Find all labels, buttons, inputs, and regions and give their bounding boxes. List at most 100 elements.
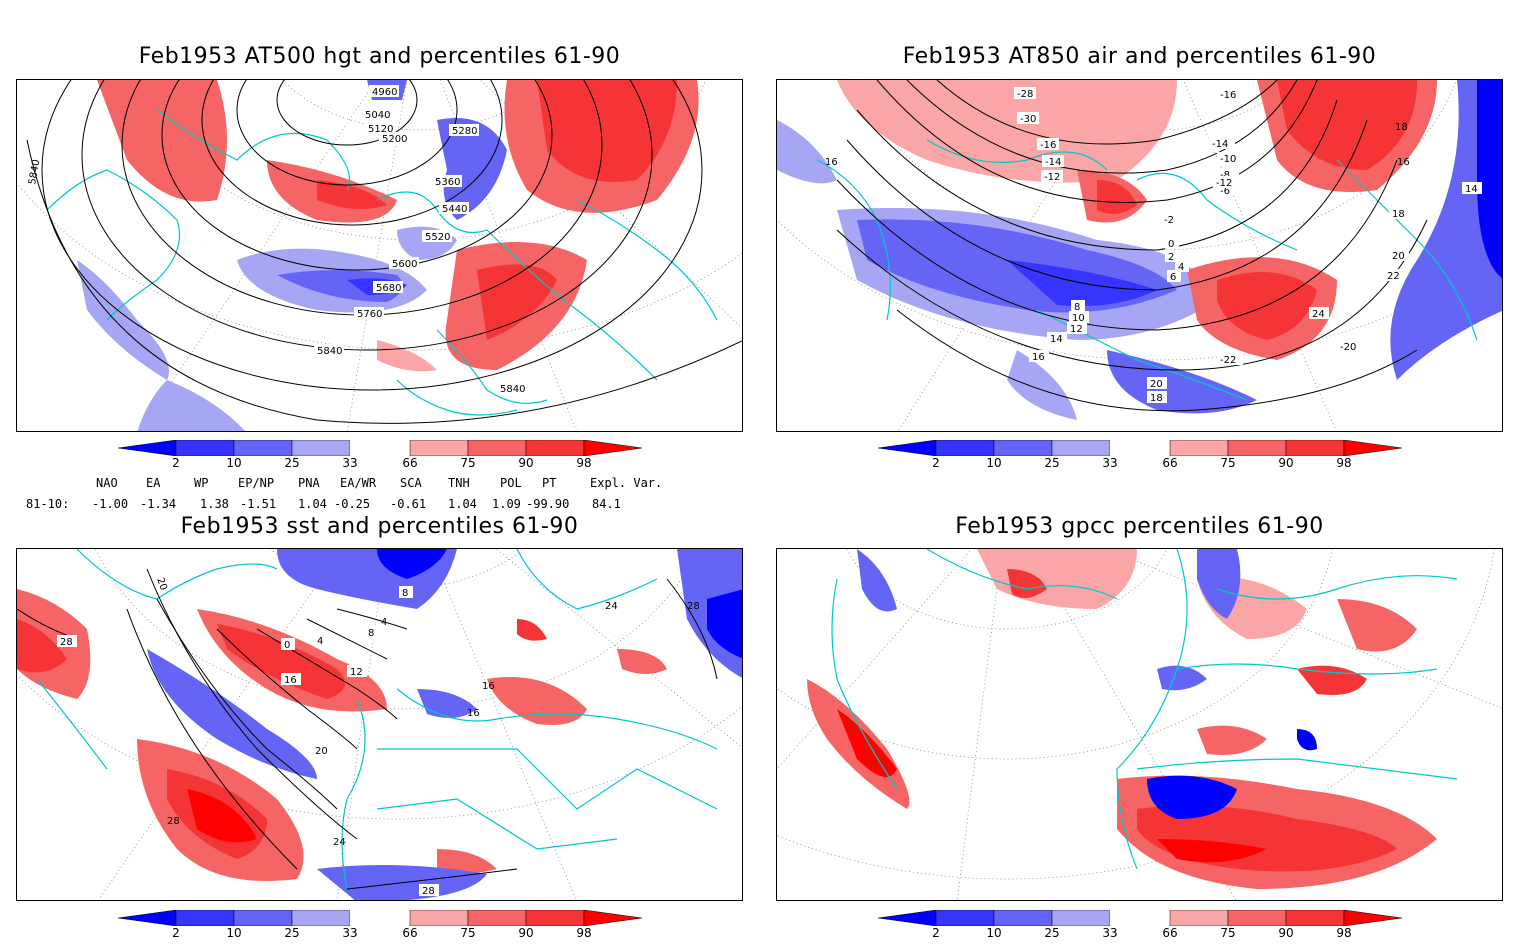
- map-hgt-svg: 4960 5040 5120 5200 5280 5360 5440 5520 …: [17, 80, 742, 431]
- air-label: -14: [1045, 157, 1061, 168]
- negative-anomaly-shading: [857, 549, 1317, 819]
- hgt-label: 5360: [435, 177, 460, 188]
- index-value: 1.04: [448, 497, 477, 511]
- colorbar-tick: 33: [342, 456, 358, 470]
- index-header: SCA: [400, 476, 422, 490]
- air-label: 18: [1392, 209, 1405, 220]
- air-label: 20: [1150, 379, 1163, 390]
- colorbar-top-right: 2 10 25 33 66 75 90 98: [878, 440, 1402, 480]
- air-label: 10: [1072, 313, 1085, 324]
- air-label: 22: [1387, 271, 1400, 282]
- sst-label: 16: [284, 675, 297, 686]
- index-header: POL: [500, 476, 522, 490]
- sst-label: 8: [368, 628, 374, 639]
- positive-anomaly-shading: [97, 80, 699, 372]
- sst-label: 28: [687, 601, 700, 612]
- colorbar-tick: 10: [986, 926, 1002, 940]
- map-air: -28 -30 -16 -14 -12 -10 -8 -6 -2 0 2 4 6…: [776, 79, 1503, 432]
- panel-title-hgt: Feb1953 AT500 hgt and percentiles 61-90: [138, 44, 621, 69]
- index-header: EP/NP: [238, 476, 275, 490]
- hgt-label: 5440: [442, 204, 467, 215]
- index-header: EA: [146, 476, 161, 490]
- coastlines: [831, 549, 1458, 870]
- colorbar-bottom-right: 2 10 25 33 66 75 90 98: [878, 910, 1402, 950]
- hgt-label: 5120: [368, 124, 393, 135]
- air-label: 14: [1465, 184, 1478, 195]
- coastlines: [46, 109, 718, 416]
- colorbar-tick: 75: [1220, 926, 1236, 940]
- hgt-label: 5600: [392, 259, 417, 270]
- colorbar-tick: 33: [1102, 926, 1118, 940]
- sst-label: 16: [482, 681, 495, 692]
- index-header: WP: [194, 476, 209, 490]
- colorbar-tick: 75: [460, 456, 476, 470]
- air-label: -10: [1220, 154, 1236, 165]
- air-label: 16: [1397, 157, 1410, 168]
- hgt-label: 5680: [376, 283, 401, 294]
- sst-label: 28: [60, 637, 73, 648]
- positive-anomaly-shading: [837, 80, 1437, 360]
- colorbar-tick: 66: [402, 926, 418, 940]
- sst-label: 24: [605, 601, 618, 612]
- hgt-label: 5200: [382, 134, 407, 145]
- air-label: -8: [1220, 170, 1230, 181]
- air-label: -12: [1216, 178, 1232, 189]
- colorbar-bottom-left: 2 10 25 33 66 75 90 98: [118, 910, 642, 950]
- index-header: Expl. Var.: [590, 476, 663, 490]
- colorbar-tick: 2: [932, 456, 940, 470]
- colorbar-tick: 25: [284, 926, 300, 940]
- air-label: -28: [1017, 89, 1033, 100]
- map-gpcc: [776, 548, 1503, 901]
- colorbar-tick: 90: [1278, 926, 1294, 940]
- sst-label: 28: [422, 886, 435, 897]
- index-value: -1.00: [92, 497, 129, 511]
- hgt-label: 5280: [452, 126, 477, 137]
- index-value: 1.09: [492, 497, 521, 511]
- index-value: 84.1: [592, 497, 621, 511]
- colorbar-tick: 66: [1162, 456, 1178, 470]
- air-label: -14: [1212, 139, 1228, 150]
- air-label: 12: [1070, 324, 1083, 335]
- index-value: -99.90: [526, 497, 570, 511]
- colorbar-tick: 98: [576, 456, 592, 470]
- air-label: 8: [1074, 302, 1080, 313]
- colorbar-tick: 2: [932, 926, 940, 940]
- index-value: 1.04: [298, 497, 327, 511]
- air-label: -16: [1040, 140, 1056, 151]
- air-contour-labels: -28 -30 -16 -14 -12 -10 -8 -6 -2 0 2 4 6…: [825, 87, 1482, 404]
- air-label: -2: [1164, 215, 1174, 226]
- index-value: -1.34: [140, 497, 177, 511]
- colorbar-tick: 66: [1162, 926, 1178, 940]
- air-label: 24: [1312, 309, 1325, 320]
- hgt-contour-labels: 4960 5040 5120 5200 5280 5360 5440 5520 …: [27, 85, 527, 395]
- colorbar-tick: 66: [402, 456, 418, 470]
- air-label: -12: [1044, 172, 1060, 183]
- index-row-label: 81-10:: [26, 497, 70, 511]
- air-label: 0: [1168, 239, 1174, 250]
- positive-anomaly-shading: [807, 549, 1437, 889]
- air-label: 6: [1170, 272, 1176, 283]
- index-header: EA/WR: [340, 476, 377, 490]
- air-label: -22: [1220, 355, 1236, 366]
- colorbar-tick: 10: [226, 456, 242, 470]
- sst-label: 20: [154, 576, 169, 592]
- air-label: 16: [1032, 352, 1045, 363]
- hgt-label: 5520: [425, 232, 450, 243]
- map-air-svg: -28 -30 -16 -14 -12 -10 -8 -6 -2 0 2 4 6…: [777, 80, 1502, 431]
- sst-label: 20: [315, 746, 328, 757]
- colorbar-tick: 75: [1220, 456, 1236, 470]
- sst-label: 24: [333, 837, 346, 848]
- negative-anomaly-shading: [777, 80, 1502, 420]
- index-value: 1.38: [200, 497, 229, 511]
- sst-label: 4: [381, 617, 387, 628]
- sst-label: 12: [350, 667, 363, 678]
- hgt-label: 5840: [27, 159, 42, 186]
- air-label: 4: [1178, 262, 1184, 273]
- colorbar-tick: 90: [1278, 456, 1294, 470]
- hgt-label: 5760: [357, 309, 382, 320]
- colorbar-tick: 98: [576, 926, 592, 940]
- coastlines: [36, 549, 718, 890]
- hgt-label: 4960: [372, 87, 397, 98]
- index-value: -0.25: [334, 497, 371, 511]
- hgt-label: 5840: [500, 384, 525, 395]
